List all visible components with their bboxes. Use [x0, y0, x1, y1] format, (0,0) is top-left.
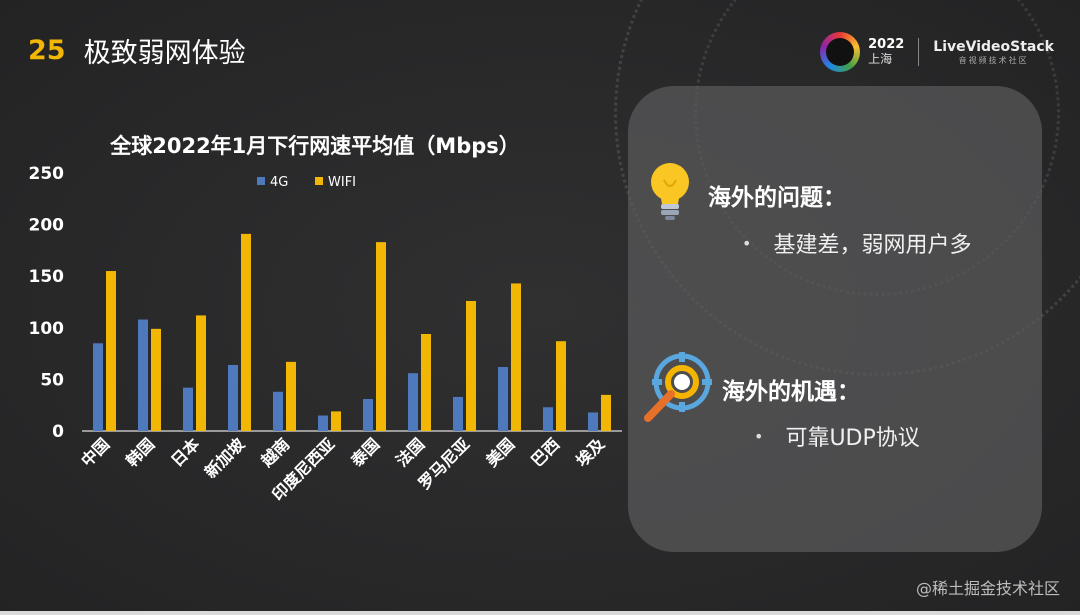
- opportunity-bullet: • 可靠UDP协议: [754, 420, 920, 452]
- slide-title: 极致弱网体验: [83, 37, 246, 69]
- y-tick-label: 0: [52, 422, 64, 442]
- issue-bullet-text: 基建差，弱网用户多: [773, 233, 972, 258]
- brand-city: 上海: [868, 52, 893, 66]
- legend-label: WIFI: [328, 175, 356, 190]
- x-category-label: 新加坡: [201, 434, 249, 482]
- legend-swatch: [257, 177, 265, 185]
- bullet-dot: •: [754, 426, 764, 446]
- bar-4g: [363, 399, 373, 431]
- y-tick-label: 150: [29, 267, 65, 287]
- target-magnifier-icon: [644, 352, 712, 422]
- brand-logo-area: 2022 上海 LiveVideoStack 音视频技术社区: [820, 30, 1054, 74]
- bar-wifi: [601, 394, 611, 431]
- x-category-label: 巴西: [527, 434, 563, 470]
- x-category-label: 泰国: [347, 434, 384, 471]
- bar-4g: [93, 343, 103, 431]
- bar-4g: [453, 396, 463, 431]
- lightbulb-icon: [651, 163, 689, 220]
- x-category-label: 美国: [482, 434, 518, 470]
- bar-chart-svg: 全球2022年1月下行网速平均值（Mbps） 4G WIFI 0 50 100 150 200…: [29, 134, 622, 504]
- bar-wifi: [376, 242, 386, 431]
- y-tick-label: 250: [29, 164, 65, 184]
- x-category-label: 埃及: [572, 434, 609, 471]
- x-category-label: 中国: [77, 434, 113, 470]
- issue-bullet: • 基建差，弱网用户多: [742, 227, 971, 259]
- bar-wifi: [241, 233, 251, 431]
- y-tick-label: 200: [29, 216, 65, 236]
- bar-wifi: [196, 315, 206, 431]
- bar-wifi: [331, 411, 341, 431]
- bar-wifi: [556, 341, 566, 431]
- bar-wifi: [421, 333, 431, 431]
- bar-4g: [498, 367, 508, 431]
- brand-year-block: 2022 上海: [868, 37, 904, 67]
- bar-4g: [273, 391, 283, 431]
- bar-4g: [408, 373, 418, 431]
- opportunity-title: 海外的机遇：: [722, 379, 860, 405]
- bullet-dot: •: [742, 233, 752, 253]
- watermark: @稀土掘金技术社区: [915, 579, 1060, 598]
- conference-logo-icon: [820, 32, 861, 72]
- slide-number: 25: [28, 34, 66, 66]
- bottom-border: [0, 611, 1080, 615]
- issue-title: 海外的问题：: [708, 185, 846, 211]
- y-tick-label: 50: [40, 370, 64, 390]
- bar-4g: [228, 364, 238, 431]
- bar-4g: [318, 415, 328, 431]
- bar-4g: [183, 387, 193, 431]
- brand-name: LiveVideoStack: [933, 38, 1054, 55]
- bar-4g: [138, 319, 148, 431]
- bar-wifi: [511, 283, 521, 431]
- brand-year: 2022: [868, 37, 905, 52]
- x-category-label: 法国: [392, 434, 428, 470]
- info-panel: 海外的问题： • 基建差，弱网用户多 海外的机遇： • 可靠UDP协议: [628, 86, 1042, 552]
- y-tick-label: 100: [29, 319, 65, 339]
- slide-header: 25 极致弱网体验: [28, 30, 246, 70]
- brand-divider: [918, 38, 920, 66]
- bar-4g: [588, 412, 598, 431]
- legend-swatch: [315, 177, 323, 185]
- bar-wifi: [286, 361, 296, 431]
- x-category-label: 日本: [167, 434, 203, 470]
- x-category-label: 韩国: [122, 434, 158, 470]
- brand-subtitle: 音视频技术社区: [958, 55, 1029, 65]
- brand-name-block: LiveVideoStack 音视频技术社区: [933, 39, 1054, 66]
- chart-title: 全球2022年1月下行网速平均值（Mbps）: [109, 134, 520, 158]
- bar-wifi: [466, 300, 476, 431]
- legend-label: 4G: [270, 175, 288, 190]
- bar-wifi: [151, 328, 161, 431]
- opportunity-bullet-text: 可靠UDP协议: [785, 426, 920, 451]
- bar-wifi: [106, 271, 116, 431]
- x-category-label: 越南: [257, 434, 294, 471]
- bar-chart: 全球2022年1月下行网速平均值（Mbps） 4G WIFI 0 50 100 150 200…: [29, 134, 622, 504]
- bar-4g: [543, 407, 553, 431]
